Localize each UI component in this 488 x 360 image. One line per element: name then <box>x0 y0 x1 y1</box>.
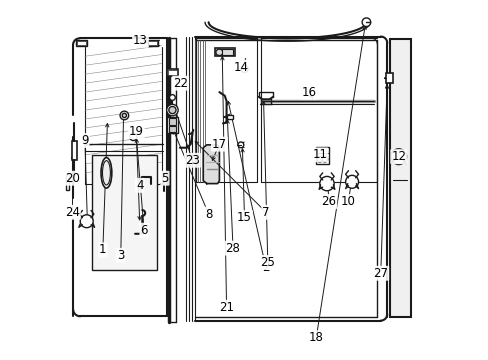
Circle shape <box>169 95 175 100</box>
Bar <box>167 117 178 134</box>
Text: 17: 17 <box>211 138 226 150</box>
Bar <box>386 73 392 83</box>
Text: 1: 1 <box>99 243 106 256</box>
Text: 11: 11 <box>312 148 326 161</box>
Circle shape <box>321 156 327 162</box>
Text: 10: 10 <box>340 195 355 208</box>
Circle shape <box>238 142 244 148</box>
Text: 19: 19 <box>128 125 143 138</box>
Text: 27: 27 <box>372 267 387 280</box>
Bar <box>77 41 86 45</box>
Bar <box>215 48 234 56</box>
Circle shape <box>80 215 93 228</box>
Bar <box>222 49 233 55</box>
Text: 5: 5 <box>161 172 168 185</box>
Text: 23: 23 <box>184 154 200 167</box>
Text: 25: 25 <box>260 256 275 269</box>
Bar <box>167 69 178 76</box>
Text: 26: 26 <box>321 195 336 208</box>
Bar <box>92 155 156 270</box>
Text: 3: 3 <box>117 249 124 262</box>
Bar <box>167 69 177 75</box>
Text: 2: 2 <box>262 261 269 274</box>
Bar <box>169 118 176 125</box>
Circle shape <box>345 175 358 188</box>
Text: 8: 8 <box>204 208 212 221</box>
Ellipse shape <box>102 161 110 185</box>
Bar <box>148 41 157 45</box>
Bar <box>147 40 158 45</box>
Circle shape <box>122 113 126 118</box>
Circle shape <box>129 134 137 140</box>
Text: 21: 21 <box>219 301 234 314</box>
Bar <box>76 40 86 45</box>
Circle shape <box>390 149 406 165</box>
Text: 4: 4 <box>136 179 143 192</box>
Text: 16: 16 <box>301 86 316 99</box>
Bar <box>226 115 233 119</box>
Ellipse shape <box>215 49 223 55</box>
Bar <box>389 39 410 317</box>
Polygon shape <box>203 145 219 184</box>
Bar <box>315 147 328 164</box>
Text: 7: 7 <box>262 206 269 219</box>
Text: 20: 20 <box>65 172 80 185</box>
Bar <box>66 174 69 190</box>
Circle shape <box>319 176 333 191</box>
Circle shape <box>362 18 370 27</box>
Text: 9: 9 <box>81 134 88 147</box>
Circle shape <box>120 111 128 120</box>
Ellipse shape <box>101 158 112 188</box>
Circle shape <box>166 104 178 116</box>
Text: 13: 13 <box>133 33 148 47</box>
Circle shape <box>241 65 247 72</box>
Text: 28: 28 <box>225 242 240 255</box>
Circle shape <box>316 156 322 162</box>
Text: 22: 22 <box>173 77 188 90</box>
Text: 15: 15 <box>237 211 251 224</box>
Bar <box>169 126 176 132</box>
Text: 6: 6 <box>140 224 147 237</box>
Text: 18: 18 <box>308 331 323 344</box>
Text: 24: 24 <box>65 206 80 219</box>
Bar <box>72 140 77 160</box>
Text: 14: 14 <box>233 60 248 73</box>
Circle shape <box>168 107 176 114</box>
Text: 12: 12 <box>390 150 406 163</box>
